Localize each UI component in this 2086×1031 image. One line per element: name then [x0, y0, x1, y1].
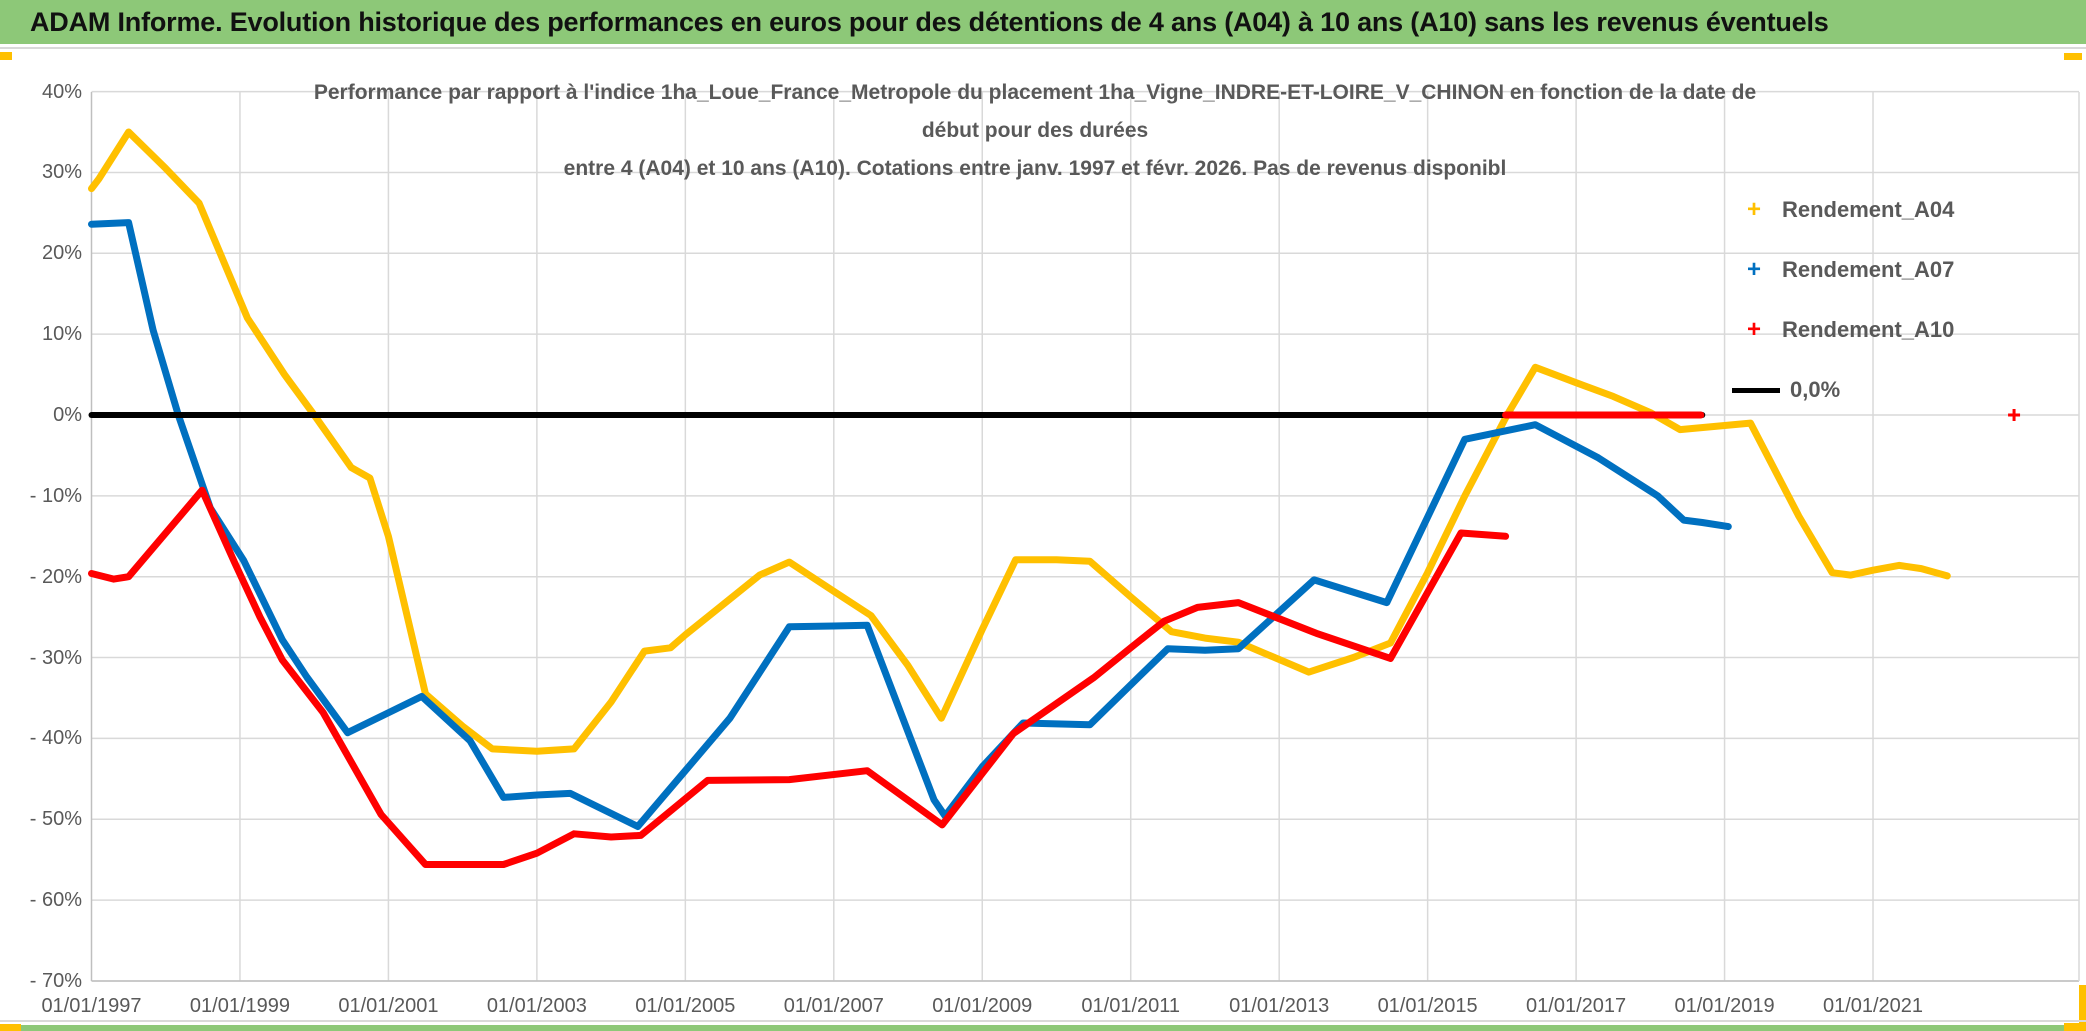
- x-tick-label: 01/01/2003: [486, 995, 587, 1017]
- x-tick-label: 01/01/2021: [1822, 995, 1924, 1017]
- x-tick-label: 01/01/2013: [1229, 995, 1330, 1017]
- x-tick-label: 01/01/2011: [1081, 995, 1181, 1017]
- x-tick-label: 01/01/2019: [1674, 995, 1775, 1017]
- y-tick-label: 40%: [41, 80, 82, 103]
- legend-plus-marker: +: [1746, 256, 1761, 283]
- x-tick-label: 01/01/2005: [635, 995, 736, 1017]
- y-tick-label: 20%: [41, 242, 82, 265]
- series-rendement-a04: [88, 128, 1951, 755]
- x-tick-label: 01/01/2007: [783, 995, 884, 1017]
- gold-accent-top-left: [0, 52, 12, 60]
- legend-plus-marker: +: [1746, 196, 1761, 223]
- y-tick-label: - 30%: [29, 646, 82, 669]
- legend-label: 0,0%: [1790, 377, 1841, 402]
- green-bottom-strip: [21, 1025, 2064, 1031]
- legend-label: Rendement_A04: [1782, 197, 1955, 222]
- legend-label: Rendement_A07: [1782, 257, 1955, 282]
- legend-item-rendement-a04[interactable]: + Rendement_A04: [1732, 193, 1954, 227]
- divider-top: [0, 47, 2086, 49]
- chart-title-line2: début pour des durées: [921, 119, 1149, 142]
- x-tick-label: 01/01/2001: [338, 995, 439, 1017]
- gold-accent-top-right: [2064, 53, 2082, 60]
- x-tick-label: 01/01/2015: [1377, 995, 1478, 1017]
- x-tick-label: 01/01/1999: [189, 995, 290, 1017]
- y-tick-label: - 20%: [29, 565, 82, 588]
- chart-title-line1: Performance par rapport à l'indice 1ha_L…: [313, 81, 1757, 104]
- series-rendement-a10: [88, 486, 1510, 868]
- report-title: ADAM Informe. Evolution historique des p…: [30, 6, 1829, 37]
- y-tick-label: 10%: [41, 323, 82, 346]
- legend-item-rendement-a07[interactable]: + Rendement_A07: [1732, 253, 1954, 287]
- legend-item-rendement-a10[interactable]: + Rendement_A10: [1732, 313, 1954, 347]
- gold-accent-right-strip: [2079, 985, 2086, 1031]
- x-tick-label: 01/01/1997: [41, 995, 142, 1017]
- chart-title: Performance par rapport à l'indice 1ha_L…: [150, 74, 1920, 188]
- y-tick-label: 0%: [53, 404, 82, 426]
- y-tick-label: - 60%: [29, 889, 82, 912]
- y-tick-label: - 50%: [29, 808, 82, 831]
- series-rendement-a07: [88, 219, 1732, 830]
- legend-plus-marker: +: [1746, 316, 1761, 343]
- gold-accent-bottom-right: [2064, 1023, 2086, 1031]
- y-tick-label: - 40%: [29, 727, 82, 750]
- divider-bottom: [0, 1020, 2086, 1022]
- y-tick-label: - 10%: [29, 484, 82, 507]
- y-tick-label: - 70%: [29, 969, 82, 992]
- legend-item-0-0-[interactable]: 0,0%: [1732, 373, 1840, 407]
- x-tick-label: 01/01/2009: [932, 995, 1033, 1017]
- legend-zero-line-sample: [1732, 387, 1780, 393]
- chart-title-line3: entre 4 (A04) et 10 ans (A10). Cotations…: [563, 157, 1507, 180]
- legend-label: Rendement_A10: [1782, 317, 1955, 342]
- gold-accent-bottom-left: [0, 1024, 21, 1031]
- y-tick-label: 30%: [41, 161, 82, 184]
- x-tick-label: 01/01/2017: [1526, 995, 1627, 1017]
- report-title-bar: ADAM Informe. Evolution historique des p…: [0, 0, 2086, 44]
